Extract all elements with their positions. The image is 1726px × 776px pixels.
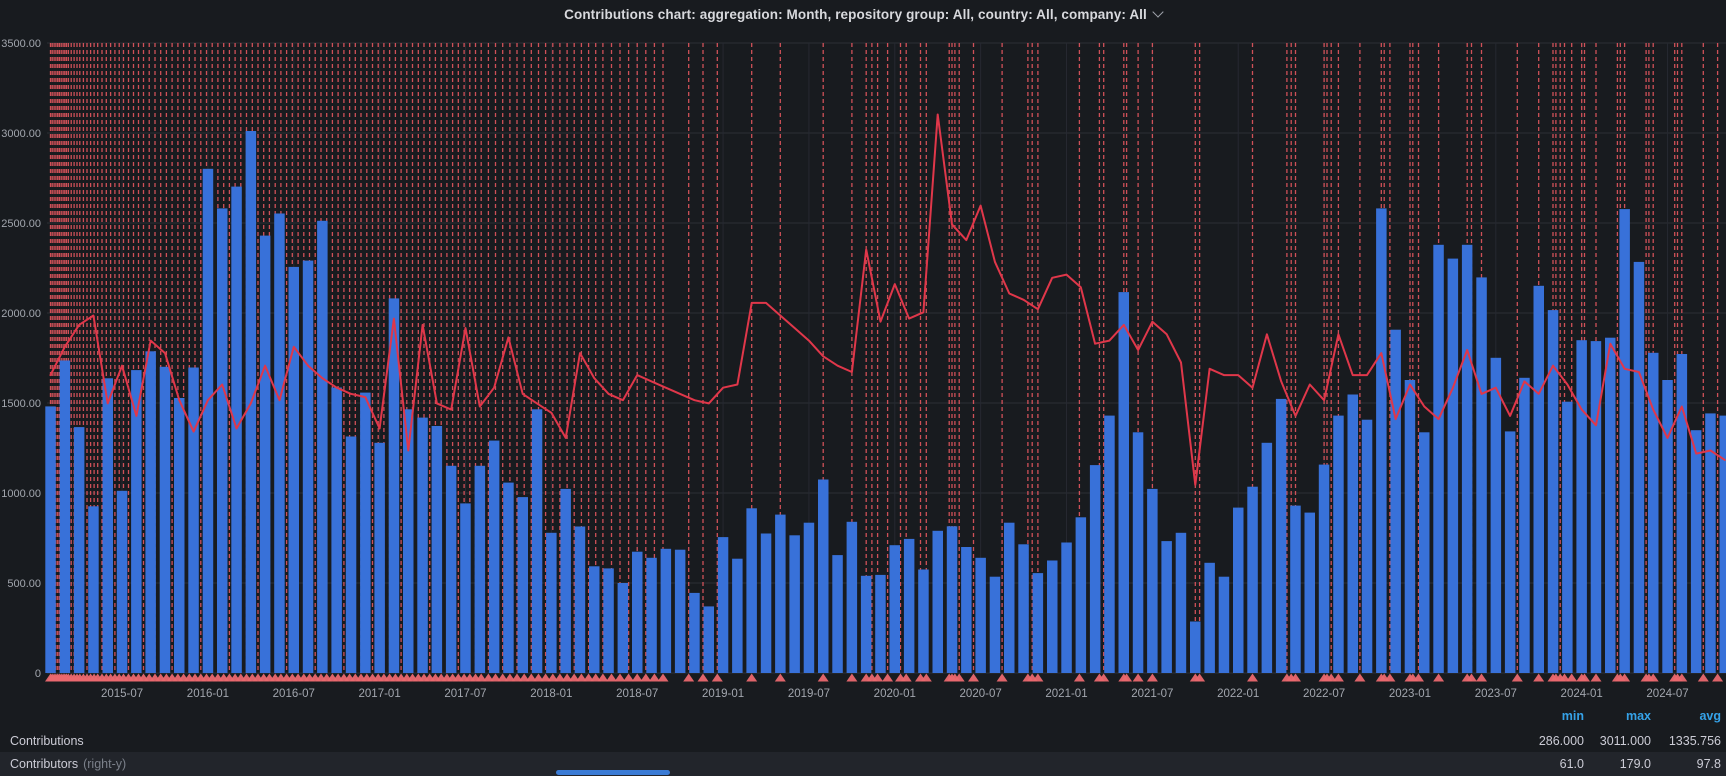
svg-text:3000.00: 3000.00 bbox=[1, 128, 41, 140]
svg-text:2016-07: 2016-07 bbox=[273, 688, 315, 700]
horizontal-scrollbar-thumb[interactable] bbox=[556, 770, 670, 775]
svg-text:1500.00: 1500.00 bbox=[1, 398, 41, 410]
contributors-line bbox=[49, 113, 1726, 486]
legend-min-value: 61.0 bbox=[1559, 757, 1584, 771]
svg-text:2500.00: 2500.00 bbox=[1, 218, 41, 230]
legend-avg-value: 1335.756 bbox=[1668, 734, 1721, 748]
legend-row-contributions[interactable]: Contributions 286.000 3011.000 1335.756 bbox=[0, 731, 1726, 752]
svg-text:2021-01: 2021-01 bbox=[1045, 688, 1087, 700]
svg-text:2023-01: 2023-01 bbox=[1389, 688, 1431, 700]
svg-text:2024-01: 2024-01 bbox=[1561, 688, 1603, 700]
svg-text:500.00: 500.00 bbox=[7, 578, 41, 590]
legend-max-value: 179.0 bbox=[1619, 757, 1651, 771]
svg-text:2020-01: 2020-01 bbox=[874, 688, 916, 700]
svg-text:2018-07: 2018-07 bbox=[616, 688, 658, 700]
legend-header-min[interactable]: min bbox=[1561, 709, 1584, 723]
svg-text:2023-07: 2023-07 bbox=[1475, 688, 1517, 700]
svg-text:1000.00: 1000.00 bbox=[1, 488, 41, 500]
svg-text:2022-01: 2022-01 bbox=[1217, 688, 1259, 700]
legend-min-value: 286.000 bbox=[1538, 734, 1584, 748]
svg-text:2000.00: 2000.00 bbox=[1, 308, 41, 320]
chevron-down-icon[interactable] bbox=[1152, 6, 1164, 18]
svg-text:2015-07: 2015-07 bbox=[101, 688, 143, 700]
legend-header-avg[interactable]: avg bbox=[1699, 709, 1721, 723]
legend-row-contributors[interactable]: Contributors (right-y) 61.0 179.0 97.8 bbox=[0, 752, 1726, 776]
svg-text:2017-01: 2017-01 bbox=[359, 688, 401, 700]
svg-text:0: 0 bbox=[35, 668, 41, 680]
contributions-bars bbox=[45, 131, 1726, 674]
legend-avg-value: 97.8 bbox=[1696, 757, 1721, 771]
legend-header-max[interactable]: max bbox=[1625, 709, 1651, 723]
panel-title-bar: Contributions chart: aggregation: Month,… bbox=[0, 0, 1726, 28]
panel-title[interactable]: Contributions chart: aggregation: Month,… bbox=[564, 6, 1147, 22]
annotation-markers bbox=[45, 673, 1724, 682]
legend-axis-suffix: (right-y) bbox=[83, 757, 127, 771]
svg-text:3500.00: 3500.00 bbox=[1, 38, 41, 50]
svg-text:2016-01: 2016-01 bbox=[187, 688, 229, 700]
svg-text:2019-01: 2019-01 bbox=[702, 688, 744, 700]
svg-text:2018-01: 2018-01 bbox=[530, 688, 572, 700]
svg-text:2021-07: 2021-07 bbox=[1131, 688, 1173, 700]
contributions-chart[interactable]: 0 500.00 1000.00 1500.00 2000.00 2500.00 3000.… bbox=[0, 0, 1726, 706]
svg-text:2019-07: 2019-07 bbox=[788, 688, 830, 700]
legend-max-value: 3011.000 bbox=[1599, 734, 1651, 748]
legend-label[interactable]: Contributions bbox=[10, 734, 84, 748]
svg-text:2022-07: 2022-07 bbox=[1303, 688, 1345, 700]
svg-text:2020-07: 2020-07 bbox=[960, 688, 1002, 700]
svg-text:2024-07: 2024-07 bbox=[1646, 688, 1688, 700]
legend-label[interactable]: Contributors (right-y) bbox=[10, 757, 127, 771]
svg-text:2017-07: 2017-07 bbox=[444, 688, 486, 700]
